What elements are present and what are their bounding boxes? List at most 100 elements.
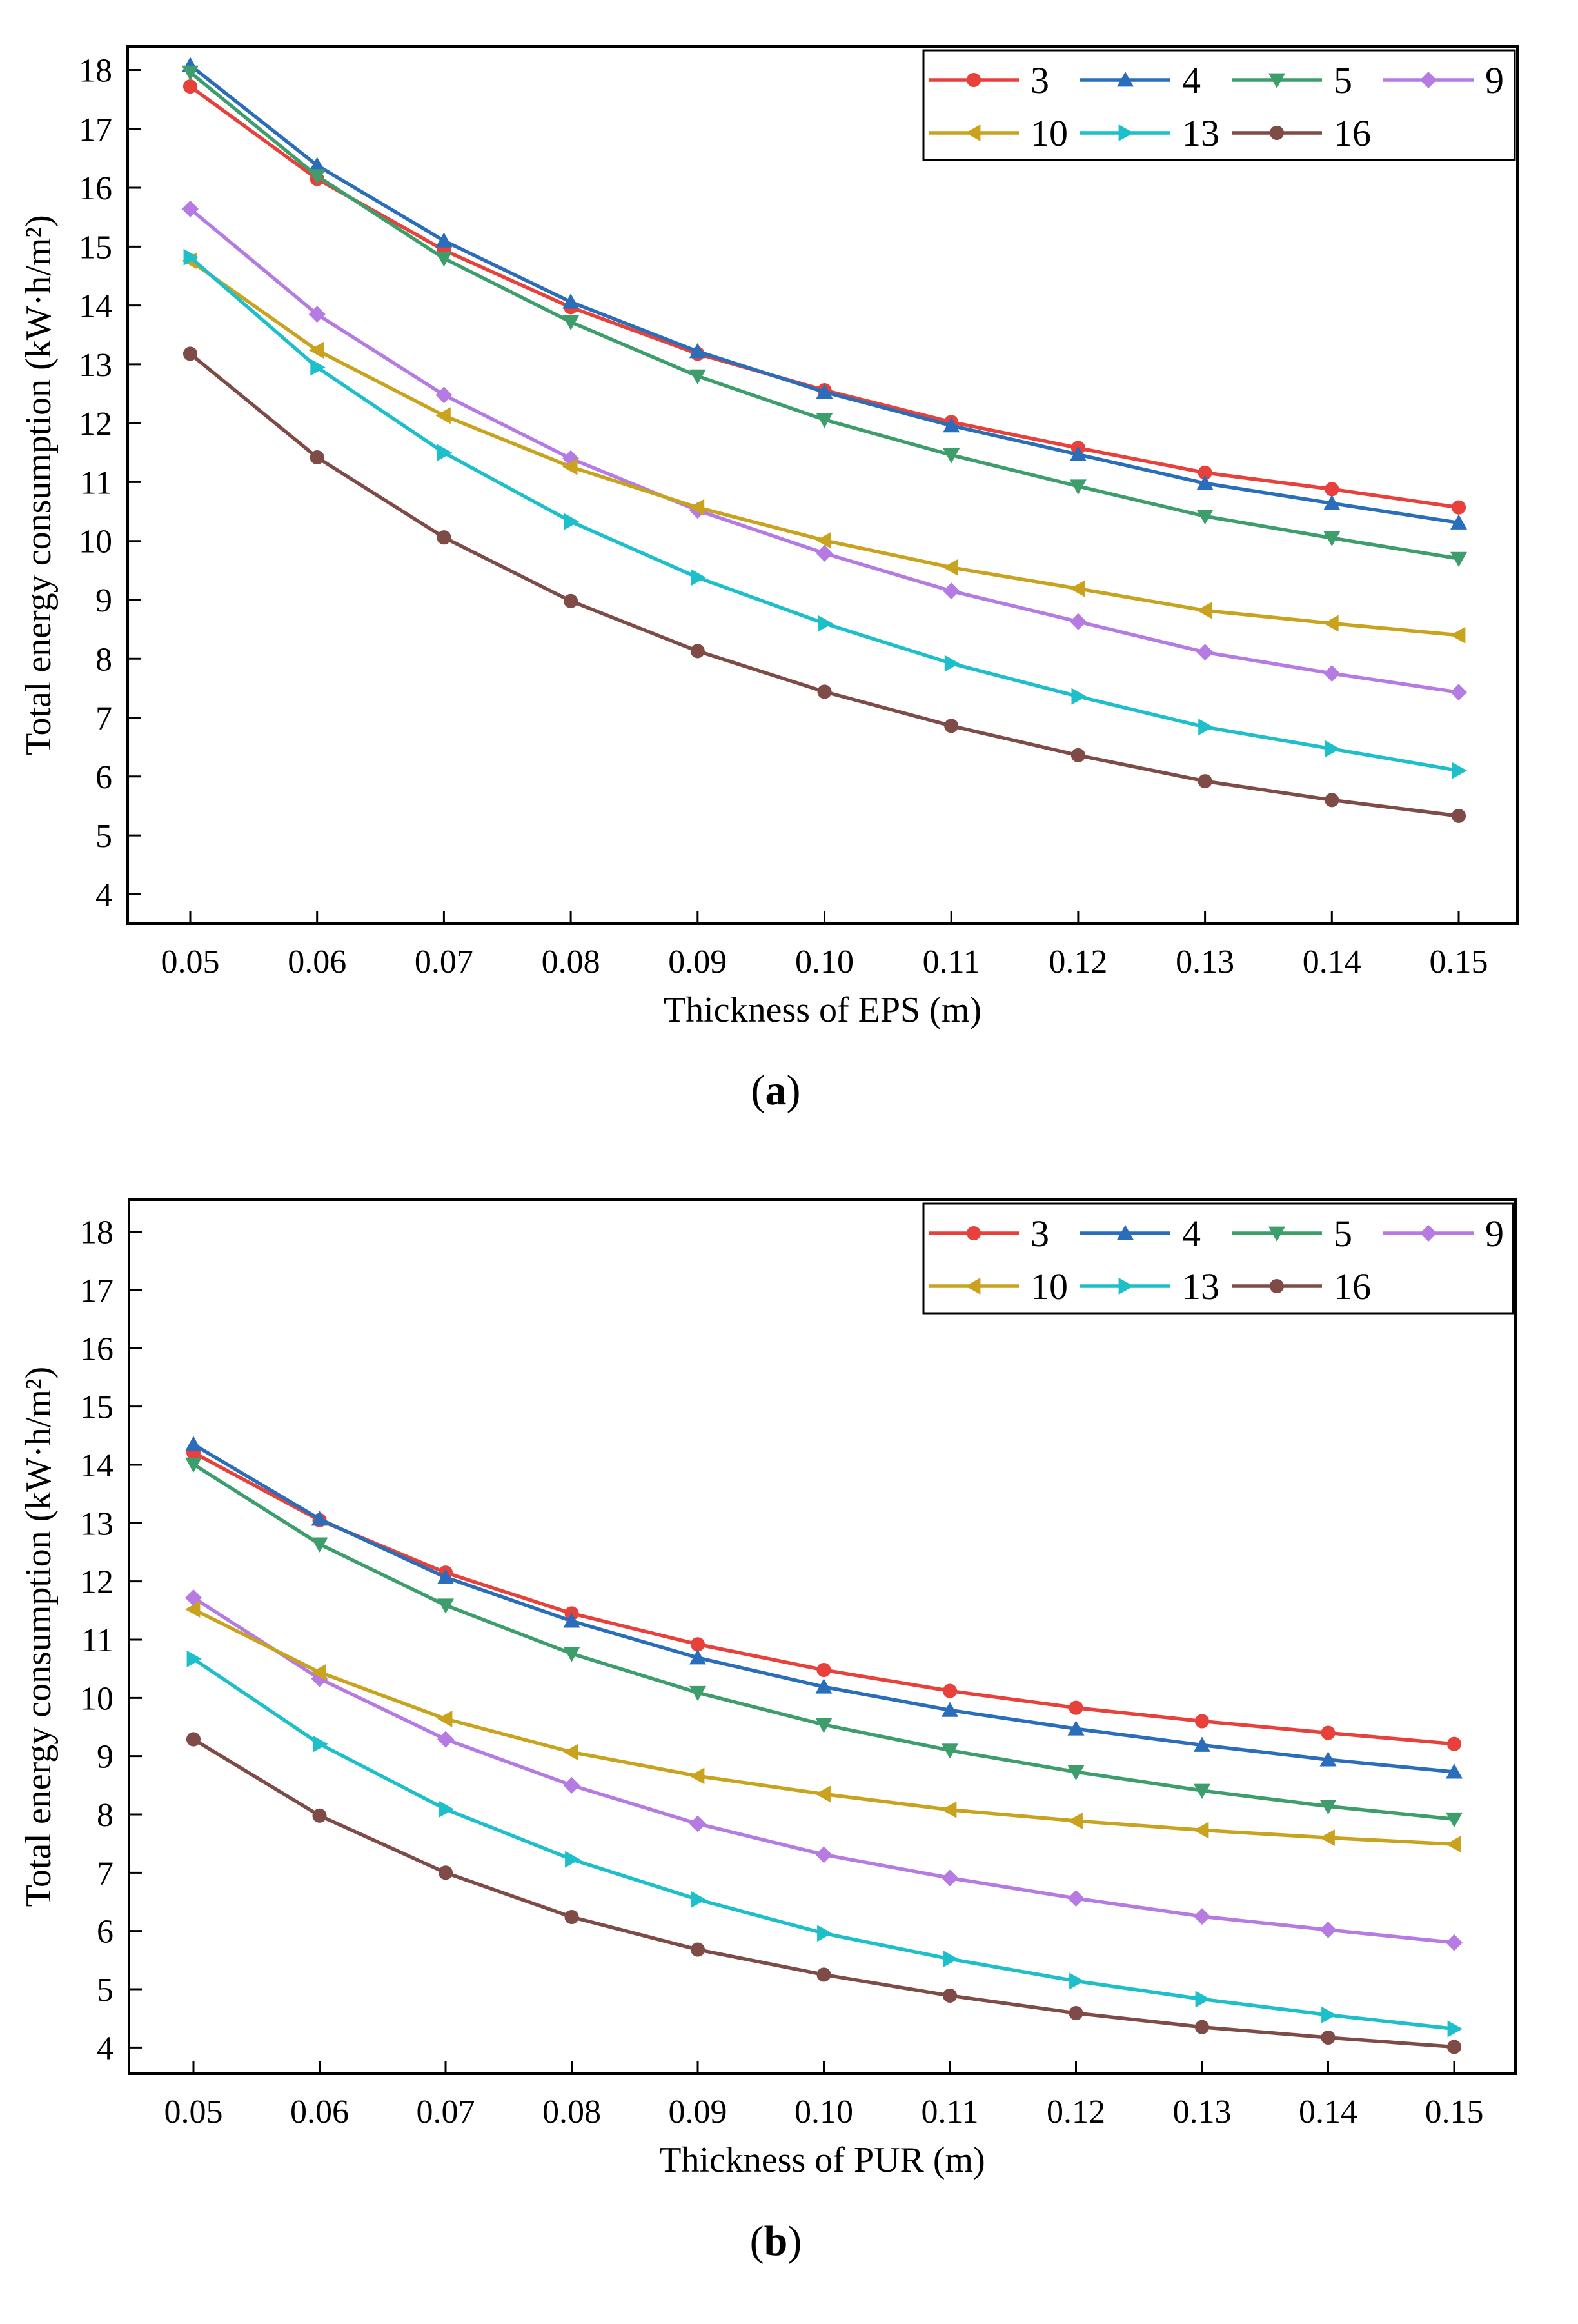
panel-a: 4 5 6 7 8 9 10 11 12 13 14 15 16 17 18 0.05 0.06 0.07 0.08… [19, 45, 1519, 1114]
data-point [1450, 551, 1467, 568]
data-point [691, 569, 706, 586]
data-point [1452, 762, 1467, 779]
data-point [1321, 1725, 1336, 1740]
data-point [1069, 1972, 1085, 1990]
data-point [817, 1925, 833, 1942]
data-point [1323, 615, 1339, 632]
data-point [689, 499, 705, 516]
legend-item-13: 13 [1080, 1266, 1219, 1307]
legend-label: 16 [1334, 1266, 1371, 1307]
data-point [308, 157, 326, 172]
data-point [186, 1732, 201, 1747]
data-point [562, 293, 580, 309]
data-point [816, 413, 833, 428]
legend: 3 4 5 9 10 13 16 [922, 1202, 1514, 1315]
data-point [437, 530, 451, 545]
x-tick-label: 0.07 [417, 2094, 475, 2130]
y-tick-label: 8 [97, 1797, 113, 1834]
x-tick-label: 0.14 [1303, 944, 1361, 980]
data-point [690, 1637, 705, 1652]
data-point [562, 315, 580, 331]
data-point [944, 655, 960, 672]
x-tick-label: 0.11 [921, 2094, 978, 2130]
data-point [565, 1851, 580, 1868]
data-point [435, 232, 453, 248]
y-tick-label: 11 [81, 1622, 113, 1659]
data-point [815, 1678, 833, 1694]
data-point [1451, 500, 1466, 515]
x-tick-label: 0.12 [1047, 2094, 1105, 2130]
x-axis-title: Thickness of EPS (m) [664, 990, 981, 1030]
y-tick-label: 10 [79, 524, 112, 561]
data-point [1446, 1736, 1462, 1751]
data-point [435, 407, 451, 424]
data-point [689, 343, 706, 359]
data-point [310, 359, 326, 376]
data-point [1325, 740, 1341, 757]
panel-b: 4 5 6 7 8 9 10 11 12 13 14 15 16 17 18 0.05 0.06 0.07 0.08… [19, 1198, 1517, 2265]
y-tick-label: 6 [97, 1914, 113, 1951]
data-point [563, 1613, 580, 1628]
legend-label: 5 [1334, 1213, 1352, 1255]
data-point [563, 1776, 580, 1794]
legend-label: 13 [1182, 112, 1219, 154]
x-tick-label: 0.10 [795, 944, 854, 980]
data-point [942, 1683, 958, 1698]
data-point [1067, 1765, 1085, 1781]
x-tick-label: 0.05 [164, 2094, 223, 2130]
data-point [1196, 602, 1212, 619]
data-point [1321, 2030, 1336, 2045]
x-axis-title: Thickness of PUR (m) [659, 2140, 985, 2180]
data-point [816, 1967, 831, 1982]
plot-frame [128, 1198, 1517, 2075]
legend-label: 4 [1182, 1213, 1201, 1255]
data-point [310, 450, 324, 465]
y-tick-label: 13 [79, 347, 112, 384]
data-point [943, 559, 958, 576]
y-tick-label: 14 [80, 1447, 113, 1484]
series-16 [186, 1732, 1462, 2054]
y-tick-label: 4 [97, 2030, 113, 2067]
y-tick-label: 16 [79, 170, 112, 207]
data-point [185, 1601, 201, 1618]
y-tick-label: 18 [80, 1215, 113, 1251]
data-point [1194, 1714, 1210, 1729]
data-point [186, 1650, 202, 1667]
legend-label: 9 [1485, 1213, 1504, 1255]
data-point [943, 417, 960, 433]
data-point [182, 65, 199, 81]
legend-label: 3 [1031, 1213, 1049, 1255]
data-point [185, 1589, 202, 1606]
data-point [437, 1710, 453, 1727]
data-point [816, 1662, 831, 1678]
data-point [1450, 684, 1467, 701]
x-tick-label: 0.13 [1173, 2094, 1232, 2130]
data-point [563, 1647, 580, 1662]
legend-item-9: 9 [1383, 59, 1504, 101]
legend-item-5: 5 [1232, 59, 1352, 101]
data-point [564, 593, 578, 608]
legend-marker [1420, 72, 1437, 88]
x-tick-label: 0.07 [415, 944, 473, 980]
legend-item-16: 16 [1232, 1266, 1371, 1307]
legend-marker [1268, 73, 1285, 88]
legend-item-10: 10 [929, 1266, 1068, 1307]
x-tick-label: 0.05 [161, 944, 220, 980]
data-point [564, 513, 580, 530]
data-point [1069, 1700, 1083, 1715]
data-point [1194, 2020, 1210, 2034]
series-9 [185, 1589, 1463, 1951]
data-point [1446, 1836, 1461, 1853]
y-tick-label: 5 [97, 1972, 113, 2009]
data-point [942, 1702, 958, 1717]
data-point [817, 684, 832, 699]
data-point [1067, 1812, 1083, 1829]
legend-label: 10 [1031, 112, 1068, 154]
data-point [1194, 1822, 1209, 1839]
data-point [1070, 748, 1085, 763]
legend-marker [1117, 72, 1134, 87]
data-point [816, 544, 833, 562]
legend-marker [966, 72, 981, 88]
data-point [816, 531, 831, 549]
